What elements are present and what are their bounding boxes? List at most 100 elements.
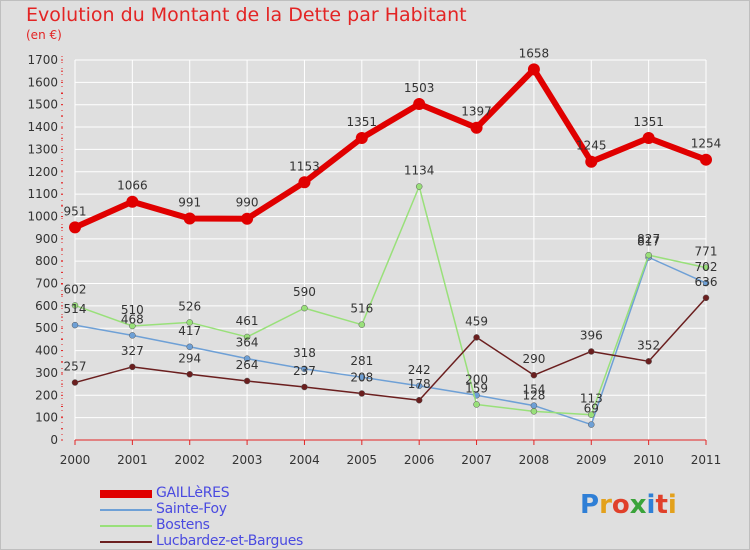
x-tick-label: 2007 [461, 453, 492, 467]
proxiti-logo: Proxiti [580, 490, 677, 520]
data-label: 817 [637, 234, 660, 248]
data-point [71, 302, 79, 309]
data-point [702, 264, 710, 271]
data-label: 318 [293, 346, 316, 360]
data-label: 237 [293, 364, 316, 378]
data-label: 771 [695, 245, 718, 259]
legend-swatch [100, 525, 152, 527]
y-tick-label: 1400 [27, 120, 58, 134]
logo-letter: r [599, 490, 612, 520]
data-point [358, 321, 366, 328]
data-label: 257 [64, 360, 87, 374]
y-tick-label: 1600 [27, 75, 58, 89]
data-label: 516 [350, 302, 373, 316]
data-point [129, 322, 136, 330]
data-label: 1503 [404, 81, 435, 95]
data-point [129, 332, 136, 339]
data-label: 113 [580, 392, 603, 406]
y-tick-label: 1100 [27, 187, 58, 201]
y-tick-label: 700 [35, 277, 58, 291]
data-label: 327 [121, 344, 144, 358]
data-label: 990 [236, 196, 259, 210]
data-point [358, 373, 366, 381]
data-point [301, 383, 308, 391]
logo-letter: x [629, 490, 647, 520]
data-point [415, 382, 423, 390]
legend-label: Lucbardez-et-Bargues [156, 533, 304, 549]
data-label: 364 [236, 336, 259, 350]
axes: 0 100 200 300 400 500 600 700 800 900 1000 1100 1200… [27, 53, 721, 467]
data-label: 281 [350, 354, 373, 368]
y-tick-label: 1700 [27, 53, 58, 67]
data-point [415, 396, 423, 404]
data-label: 461 [236, 314, 259, 328]
data-point [702, 279, 710, 287]
data-label: 417 [178, 324, 201, 338]
data-point [415, 183, 423, 190]
y-tick-label: 900 [35, 232, 58, 246]
series-line [74, 185, 707, 416]
y-tick-label: 1500 [27, 98, 58, 112]
x-tick-label: 2006 [404, 453, 435, 467]
data-point [585, 155, 598, 168]
y-tick-label: 300 [35, 366, 58, 380]
data-point [473, 401, 480, 408]
data-label: 178 [408, 377, 431, 391]
data-point [588, 411, 595, 418]
legend-swatch [100, 509, 152, 511]
data-point [413, 98, 426, 111]
data-label: 636 [695, 275, 718, 289]
logo-letter: P [580, 490, 600, 520]
data-point [530, 371, 538, 379]
data-label: 352 [637, 338, 660, 352]
data-point [241, 212, 254, 225]
data-label: 290 [522, 352, 545, 366]
y-tick-label: 0 [50, 433, 58, 447]
data-point [129, 363, 136, 371]
legend-swatch [100, 541, 152, 543]
data-point [301, 365, 308, 373]
data-point [530, 402, 538, 409]
logo-letter: i [667, 490, 677, 520]
y-tick-label: 500 [35, 321, 58, 335]
x-tick-label: 2001 [117, 453, 148, 467]
x-tick-label: 2005 [347, 453, 378, 467]
logo-letter: i [646, 490, 656, 520]
x-tick-label: 2011 [691, 453, 722, 467]
x-tick-label: 2004 [289, 453, 320, 467]
data-label: 1397 [461, 105, 492, 119]
data-point [186, 371, 193, 378]
data-label: 510 [121, 303, 144, 317]
data-label: 1245 [576, 139, 607, 153]
data-point [645, 358, 652, 365]
data-point [530, 408, 538, 415]
data-label: 1153 [289, 159, 320, 173]
data-label: 991 [178, 195, 201, 209]
data-label: 200 [465, 372, 488, 386]
data-point [186, 319, 193, 326]
data-label: 1134 [404, 164, 435, 178]
data-label: 1351 [633, 115, 664, 129]
data-point [473, 334, 480, 341]
data-label: 827 [637, 232, 660, 246]
data-point [71, 321, 79, 329]
y-tick-label: 1200 [27, 165, 58, 179]
legend-label: Bostens [156, 517, 210, 533]
data-point [126, 195, 139, 208]
y-tick-label: 1300 [27, 142, 58, 156]
series-line [73, 66, 708, 231]
data-point [183, 212, 196, 225]
data-point [645, 251, 652, 259]
logo-letter: t [655, 490, 668, 520]
data-point [71, 379, 79, 386]
chart-title: Evolution du Montant de la Dette par Hab… [26, 4, 467, 26]
data-point [642, 132, 655, 145]
legend-swatch [100, 490, 152, 498]
logo-letter: o [611, 490, 630, 520]
data-label: 526 [178, 299, 201, 313]
x-tick-label: 2008 [519, 453, 550, 467]
data-label: 154 [522, 383, 545, 397]
y-tick-label: 100 [35, 411, 58, 425]
data-label: 468 [121, 312, 144, 326]
data-point [301, 304, 308, 312]
